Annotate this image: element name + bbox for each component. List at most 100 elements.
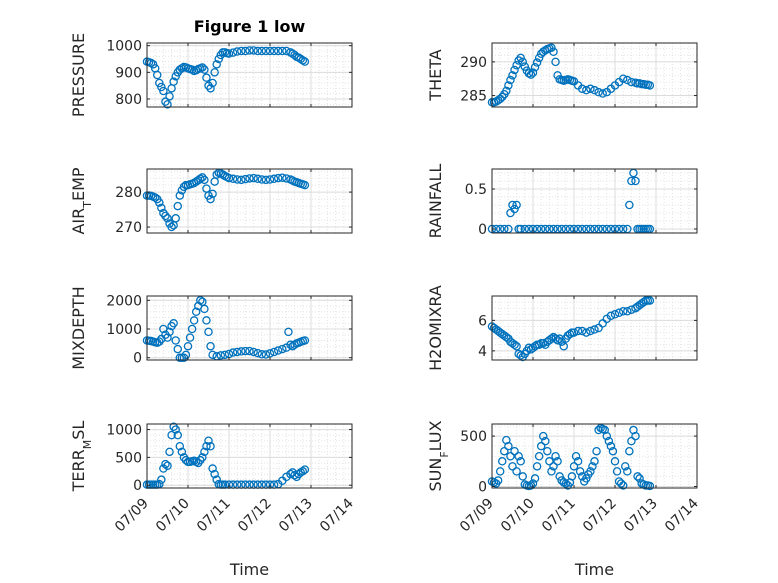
data-point: [524, 343, 534, 353]
data-point: [300, 336, 310, 345]
data-point: [198, 453, 207, 462]
data-point: [175, 442, 185, 451]
data-point: [547, 334, 556, 343]
data-point: [586, 467, 595, 476]
x-tick-label: 07/12: [235, 496, 275, 536]
x-axis-label: Time: [229, 560, 269, 579]
y-tick-label: 800: [115, 92, 142, 108]
x-tick-label: 07/13: [276, 496, 316, 536]
y-axis-label: RAINFALL: [426, 164, 445, 239]
data-point: [510, 65, 519, 75]
data-point: [273, 346, 283, 355]
y-tick-label: 4: [478, 344, 487, 360]
data-point: [237, 46, 246, 56]
data-point: [249, 46, 258, 55]
x-tick-label: 07/14: [662, 495, 702, 535]
data-point: [606, 441, 616, 451]
data-point: [208, 350, 217, 360]
data-point: [224, 173, 234, 183]
data-point: [575, 467, 585, 476]
data-point: [210, 469, 219, 479]
data-point: [278, 173, 287, 182]
data-point: [532, 58, 542, 67]
y-tick-label: 1000: [106, 39, 142, 55]
subplot-terr: 0 500 1000 TERRMSL 07/09 07/10 07/11 07/12 07/13…: [69, 421, 357, 579]
y-axis-label: PRESSURE: [69, 33, 88, 117]
data-point: [573, 326, 583, 336]
data-point: [594, 87, 603, 97]
data-point: [257, 46, 267, 56]
y-axis-label: TERRMSL: [69, 421, 94, 493]
data-point: [185, 333, 195, 342]
data-point: [520, 62, 530, 71]
data-point: [565, 329, 575, 339]
plot-area: [147, 43, 352, 107]
data-point: [261, 175, 271, 185]
data-point: [524, 69, 534, 78]
data-point: [631, 176, 640, 186]
data-point: [635, 474, 644, 483]
x-tick-label: 07/14: [317, 495, 357, 535]
data-point: [163, 100, 172, 109]
data-point: [526, 481, 536, 490]
data-point: [206, 84, 215, 93]
data-point: [594, 425, 603, 435]
plot-area: [147, 424, 352, 488]
data-point: [257, 350, 267, 359]
data-point: [610, 310, 620, 319]
data-point: [181, 455, 191, 465]
data-point: [645, 81, 655, 90]
data-point: [257, 175, 267, 184]
data-point: [547, 43, 556, 52]
data-point: [253, 174, 262, 184]
data-point: [228, 174, 238, 184]
data-point: [241, 174, 250, 184]
data-point: [212, 60, 221, 69]
data-point: [500, 446, 509, 456]
data-point: [218, 170, 228, 179]
data-point: [167, 222, 176, 232]
axes-box: [491, 423, 698, 489]
subplot-air: 270 280 AIRTEMP: [69, 167, 353, 236]
y-tick-label: 2000: [106, 293, 142, 309]
data-point: [514, 452, 523, 461]
y-tick-label: 1000: [106, 322, 142, 338]
data-point: [169, 77, 178, 86]
data-point: [187, 324, 197, 334]
data-point: [204, 327, 213, 337]
chart-title: Figure 1 low: [194, 17, 306, 36]
data-point: [265, 349, 275, 358]
data-point: [627, 77, 636, 87]
data-point: [608, 446, 618, 456]
data-point: [627, 436, 636, 446]
data-point: [249, 173, 258, 183]
data-point: [493, 476, 503, 485]
data-point: [150, 193, 160, 202]
y-axis-label: SUNFLUX: [426, 420, 451, 491]
data-point: [602, 431, 612, 441]
data-point: [604, 436, 614, 446]
data-point: [577, 326, 587, 336]
data-point: [508, 200, 517, 210]
data-point: [549, 47, 558, 57]
data-point: [510, 446, 519, 456]
y-tick-label: 6: [478, 313, 487, 329]
data-point: [298, 467, 308, 476]
data-point: [631, 431, 640, 441]
data-point: [237, 175, 246, 185]
data-point: [206, 194, 215, 204]
data-point: [175, 191, 185, 200]
data-point: [592, 446, 601, 456]
data-point: [534, 452, 544, 461]
data-point: [237, 347, 246, 356]
data-point: [518, 57, 528, 67]
data-point: [165, 92, 174, 101]
y-tick-label: 900: [115, 65, 142, 81]
x-tick-label: 07/12: [580, 496, 620, 536]
subplot-mixdepth: 0 1000 2000 MIXDEPTH: [69, 286, 353, 370]
data-point: [539, 431, 548, 441]
y-tick-label: 0.5: [465, 182, 487, 198]
data-point: [241, 346, 250, 356]
data-point: [536, 441, 546, 451]
data-point: [173, 201, 182, 211]
